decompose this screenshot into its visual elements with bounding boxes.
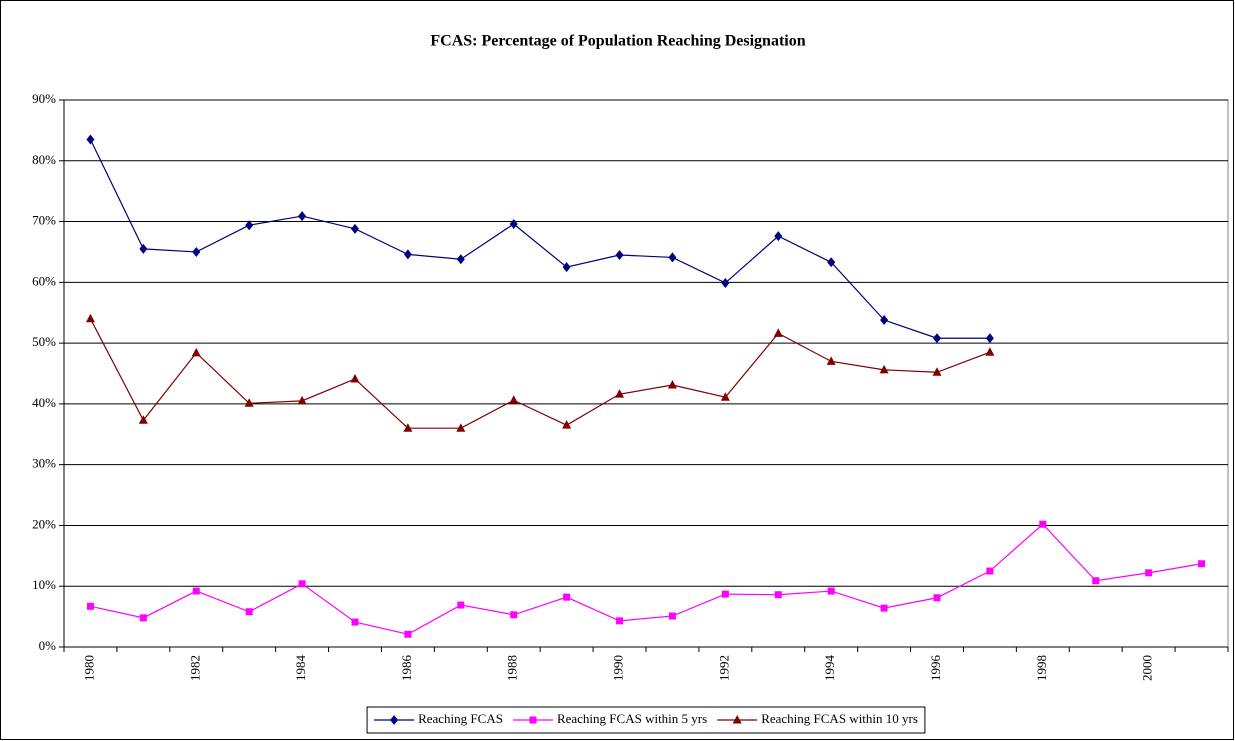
x-tick-label: 1984	[293, 655, 308, 682]
marker	[721, 590, 729, 598]
marker	[615, 249, 624, 260]
marker	[827, 587, 835, 595]
plot-area	[63, 99, 1229, 648]
y-tick-label: 10%	[32, 577, 56, 592]
marker	[933, 333, 941, 344]
marker	[668, 252, 677, 263]
marker	[456, 423, 466, 432]
marker	[529, 716, 537, 724]
marker	[1145, 569, 1153, 577]
y-tick-label: 60%	[32, 273, 56, 288]
legend-label: Reaching FCAS within 10 yrs	[761, 711, 918, 726]
x-tick-label: 1990	[611, 655, 626, 681]
y-tick-label: 40%	[32, 395, 56, 410]
marker	[562, 262, 571, 273]
marker	[245, 220, 254, 231]
marker	[1092, 577, 1100, 585]
marker	[298, 580, 306, 588]
marker	[1198, 560, 1206, 568]
legend-label: Reaching FCAS within 5 yrs	[557, 711, 707, 726]
marker	[774, 231, 783, 242]
marker	[351, 223, 359, 234]
marker	[773, 328, 783, 337]
marker	[390, 715, 399, 725]
y-tick-label: 50%	[32, 334, 56, 349]
marker	[86, 134, 95, 145]
marker	[297, 395, 307, 405]
legend: Reaching FCAS Reaching FCAS within 5 yrs R…	[366, 706, 926, 734]
marker	[404, 630, 412, 638]
legend-label: Reaching FCAS	[418, 711, 503, 726]
marker	[562, 420, 572, 429]
marker	[985, 333, 994, 344]
marker	[138, 415, 148, 424]
marker	[667, 380, 677, 389]
y-tick-label: 70%	[32, 213, 56, 228]
marker	[879, 364, 889, 374]
marker	[191, 347, 201, 357]
marker	[563, 593, 571, 601]
marker	[457, 601, 465, 609]
marker	[85, 313, 95, 323]
marker	[1039, 520, 1047, 528]
marker	[774, 591, 782, 599]
marker	[509, 218, 518, 229]
marker	[403, 249, 412, 260]
marker	[826, 356, 836, 365]
marker	[139, 614, 147, 622]
marker	[720, 392, 730, 401]
y-tick-label: 30%	[32, 456, 56, 471]
chart-title: FCAS: Percentage of Population Reaching …	[430, 33, 805, 50]
x-tick-label: 1998	[1034, 655, 1049, 681]
marker	[732, 715, 742, 724]
y-tick-label: 20%	[32, 516, 56, 531]
y-tick-label: 90%	[32, 91, 56, 106]
series-line	[89, 318, 991, 429]
x-tick-label: 1988	[505, 655, 520, 681]
marker	[86, 602, 94, 610]
marker	[933, 594, 941, 602]
x-tick-label: 1982	[187, 655, 202, 681]
y-tick-label: 0%	[39, 638, 57, 653]
marker	[298, 211, 307, 222]
marker	[351, 618, 359, 626]
marker	[192, 246, 201, 257]
marker	[932, 367, 942, 376]
marker	[985, 347, 995, 356]
marker	[827, 257, 836, 268]
marker	[456, 254, 465, 265]
marker	[880, 604, 888, 612]
marker	[403, 423, 413, 432]
marker	[615, 389, 625, 398]
marker	[350, 373, 360, 383]
marker	[880, 315, 889, 326]
legend-box	[366, 706, 926, 734]
marker	[721, 277, 730, 288]
marker	[510, 611, 518, 619]
x-tick-label: 1994	[822, 655, 837, 682]
x-tick-label: 1980	[81, 655, 96, 681]
y-tick-label: 80%	[32, 152, 56, 167]
marker	[244, 398, 254, 407]
marker	[616, 617, 624, 625]
x-tick-label: 1992	[716, 655, 731, 681]
marker	[986, 567, 994, 575]
marker	[139, 243, 148, 254]
series-line	[90, 523, 1202, 635]
marker	[668, 612, 676, 620]
series-line	[89, 139, 990, 339]
x-tick-label: 1986	[399, 655, 414, 682]
x-tick-label: 1996	[928, 655, 943, 682]
marker	[245, 608, 253, 616]
x-tick-label: 2000	[1140, 655, 1155, 681]
marker	[509, 395, 519, 404]
marker	[192, 587, 200, 595]
